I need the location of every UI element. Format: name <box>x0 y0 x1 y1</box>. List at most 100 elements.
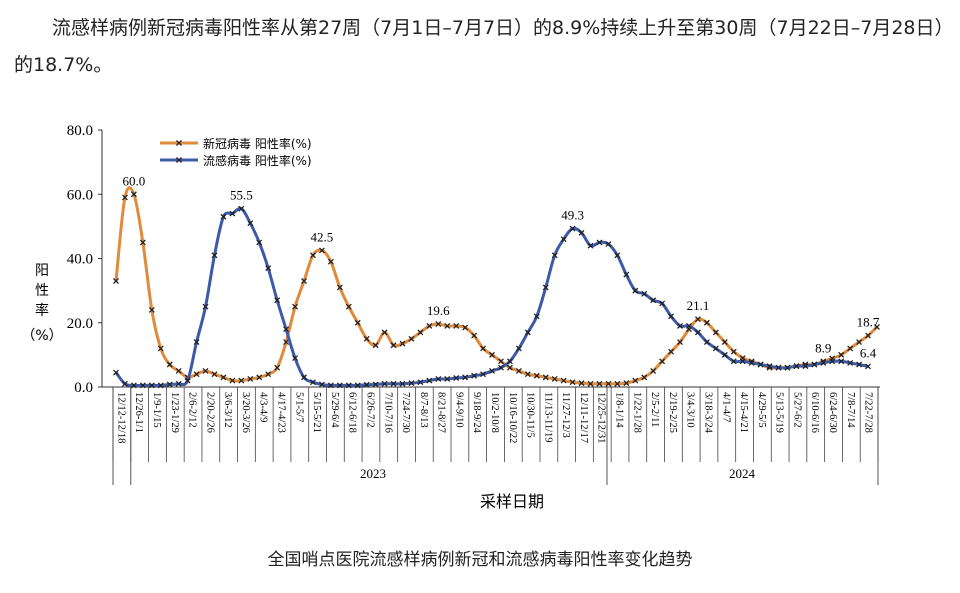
data-point-marker <box>184 377 191 384</box>
x-tick-label: 2/19-2/25 <box>667 392 678 433</box>
data-point-marker <box>489 351 495 358</box>
data-point-marker <box>121 194 128 201</box>
x-tick-label: 7/22-7/28 <box>863 392 874 433</box>
data-point-marker <box>202 367 209 374</box>
data-point-marker <box>569 379 576 386</box>
data-point-marker <box>381 380 388 387</box>
data-point-marker <box>211 371 218 378</box>
data-point-marker <box>229 210 236 217</box>
y-tick-label: 60.0 <box>67 187 93 203</box>
intro-paragraph: 流感样病例新冠病毒阳性率从第27周（7月1日–7月7日）的8.9%持续上升至第3… <box>14 17 945 76</box>
data-point-marker <box>238 205 245 212</box>
x-tick-label: 9/18-9/24 <box>471 392 482 434</box>
data-point-marker <box>811 361 818 368</box>
data-point-marker <box>677 339 683 345</box>
x-tick-label: 5/27-6/2 <box>791 392 802 428</box>
x-tick-label: 6/10-6/16 <box>809 392 820 433</box>
data-point-marker <box>668 313 675 320</box>
x-tick-label: 3/20-3/26 <box>240 392 251 433</box>
data-label: 18.7 <box>857 315 880 330</box>
data-point-marker <box>865 363 872 370</box>
x-tick-label: 4/3-4/9 <box>258 392 269 422</box>
legend-entry: 新冠病毒 阳性率(%) <box>203 136 312 151</box>
x-tick-label: 12/11-12/17 <box>578 392 589 443</box>
y-axis-label-2: 性 <box>35 283 49 299</box>
data-point-marker <box>730 358 737 365</box>
data-point-marker <box>551 252 558 259</box>
data-point-marker <box>130 191 137 198</box>
series-line-covid <box>114 186 879 386</box>
x-tick-label: 11/27-12/3 <box>560 392 571 438</box>
data-point-marker <box>157 382 164 389</box>
data-point-marker <box>336 284 343 291</box>
data-point-marker <box>462 374 469 381</box>
x-tick-label: 12/12-12/18 <box>115 392 126 443</box>
data-point-marker <box>829 358 836 365</box>
data-point-marker <box>148 306 155 313</box>
data-point-marker <box>632 287 639 294</box>
data-point-marker <box>659 300 666 307</box>
x-tick-label: 6/26-7/2 <box>364 392 375 428</box>
data-point-marker <box>793 363 800 370</box>
data-point-marker <box>399 380 406 387</box>
data-point-marker <box>310 252 316 259</box>
x-tick-label: 1/23-1/29 <box>169 392 180 433</box>
data-point-marker <box>408 335 415 342</box>
x-tick-label: 5/1-5/7 <box>293 392 304 422</box>
data-label: 6.4 <box>860 345 877 360</box>
data-point-marker <box>345 382 352 389</box>
data-point-marker <box>587 242 594 249</box>
data-point-marker <box>542 284 549 291</box>
x-tick-label: 6/24-6/30 <box>827 392 838 433</box>
data-point-marker <box>596 239 603 246</box>
data-point-marker <box>202 303 209 310</box>
data-point-marker <box>838 351 845 358</box>
data-point-marker <box>515 345 522 352</box>
data-point-marker <box>694 316 701 323</box>
y-axis-label-4: （%） <box>21 328 62 344</box>
data-point-marker <box>139 382 146 389</box>
data-point-marker <box>336 382 343 389</box>
data-point-marker <box>587 380 594 387</box>
data-point-marker <box>569 225 576 232</box>
data-point-marker <box>327 382 334 389</box>
data-point-marker <box>703 339 710 345</box>
data-point-marker <box>426 323 433 329</box>
data-point-marker <box>856 339 863 345</box>
data-point-marker <box>865 332 872 339</box>
data-point-marker <box>748 359 755 366</box>
x-tick-label: 3/4-3/10 <box>685 392 696 428</box>
data-point-marker <box>605 241 612 248</box>
data-point-marker <box>372 381 379 388</box>
data-point-marker <box>193 339 200 345</box>
data-point-marker <box>283 339 290 345</box>
data-point-marker <box>471 372 478 379</box>
x-tick-label: 2/6-2/12 <box>187 392 198 428</box>
data-point-marker <box>363 381 370 388</box>
x-tick-label: 10/30-11/5 <box>525 392 536 438</box>
data-point-marker <box>453 323 460 329</box>
data-point-marker <box>471 332 478 339</box>
data-point-marker <box>175 367 182 374</box>
legend-marker <box>176 157 182 163</box>
data-point-marker <box>524 329 531 336</box>
data-point-marker <box>435 321 442 327</box>
data-point-marker <box>560 377 567 384</box>
data-point-marker <box>721 351 728 358</box>
data-point-marker <box>292 303 299 310</box>
data-point-marker <box>247 376 254 382</box>
x-tick-label: 10/16-10/22 <box>507 392 518 443</box>
data-point-marker <box>301 278 307 284</box>
x-tick-label: 12/25-12/31 <box>596 392 607 443</box>
data-point-marker <box>506 358 513 365</box>
data-point-marker <box>310 379 316 386</box>
data-point-marker <box>739 358 746 365</box>
data-point-marker <box>372 342 379 349</box>
data-point-marker <box>641 290 648 297</box>
data-point-marker <box>847 345 854 352</box>
year-label-2024: 2024 <box>729 466 756 481</box>
data-point-marker <box>139 239 146 246</box>
x-tick-label: 7/10-7/16 <box>382 392 393 433</box>
data-point-marker <box>668 348 675 355</box>
data-point-marker <box>175 380 182 387</box>
